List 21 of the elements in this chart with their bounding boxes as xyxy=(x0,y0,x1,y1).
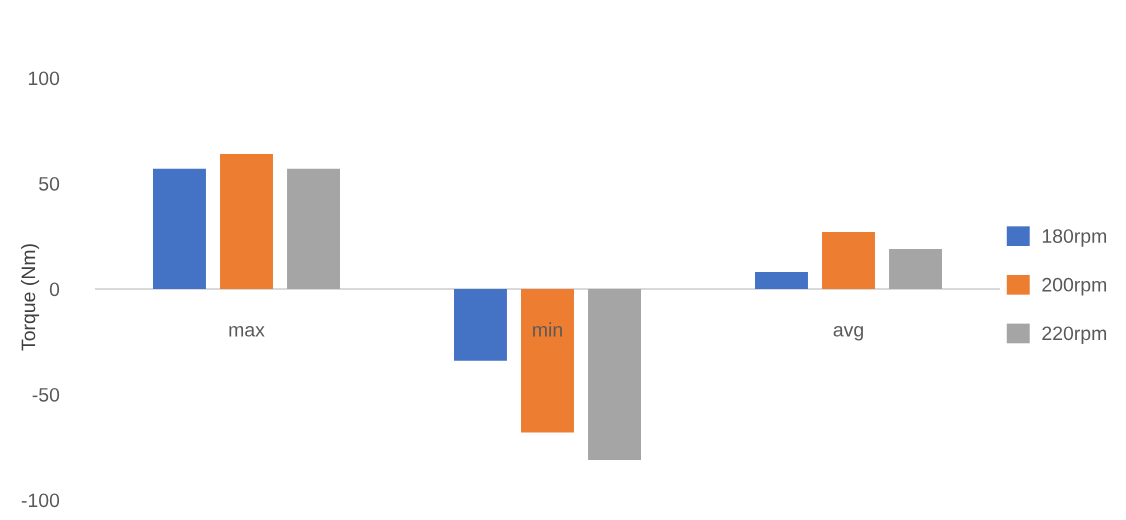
legend-label: 220rpm xyxy=(1042,326,1107,345)
x-tick-label: max xyxy=(229,325,265,337)
y-tick-label: 0 xyxy=(49,282,60,297)
x-tick-label: avg xyxy=(833,325,863,341)
bar xyxy=(454,289,507,361)
legend-label: 180rpm xyxy=(1042,229,1107,247)
y-tick-label: 50 xyxy=(39,176,60,191)
y-tick-label: 100 xyxy=(28,71,60,86)
bar xyxy=(822,232,875,289)
x-tick-label: min xyxy=(533,322,562,337)
bar xyxy=(521,289,574,433)
legend-label: 200rpm xyxy=(1042,277,1107,296)
y-tick-label: -50 xyxy=(32,387,60,402)
bar xyxy=(220,153,273,289)
bar xyxy=(287,168,340,289)
bar xyxy=(588,289,641,460)
bar xyxy=(153,168,206,289)
bar xyxy=(755,272,808,289)
y-tick-label: -100 xyxy=(21,493,60,508)
y-axis-title: Torque (Nm) xyxy=(20,244,40,351)
bar xyxy=(889,248,942,289)
